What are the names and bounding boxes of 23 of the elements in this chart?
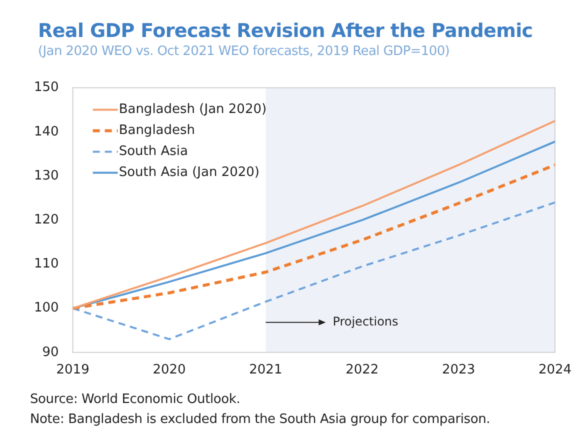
- x-tick-label: 2022: [346, 362, 379, 378]
- x-tick-label: 2021: [249, 362, 282, 378]
- x-tick-label: 2020: [152, 362, 186, 378]
- x-tick-label: 2024: [538, 362, 572, 378]
- y-tick-label: 100: [34, 300, 59, 316]
- x-tick-label: 2023: [442, 362, 476, 378]
- y-tick-label: 150: [34, 80, 59, 96]
- source-note: Source: World Economic Outlook.: [30, 391, 242, 409]
- x-tick-label: 2019: [56, 362, 90, 378]
- y-tick-label: 110: [34, 256, 59, 272]
- text: Note: Bangladesh is excluded from the South Asia group for comparison.: [30, 411, 490, 429]
- legend-label: Bangladesh: [118, 123, 196, 138]
- band-label: Projections: [332, 314, 398, 329]
- y-tick-label: 130: [34, 168, 59, 184]
- y-tick-label: 90: [42, 344, 59, 360]
- legend-label: South Asia (Jan 2020): [118, 165, 260, 180]
- line-series: [72, 201, 555, 340]
- y-tick-label: 120: [34, 212, 59, 228]
- chart-title: Real GDP Forecast Revision After the Pandemic: [38, 20, 533, 42]
- y-tick-label: 140: [34, 124, 59, 140]
- chart-subtitle: (Jan 2020 WEO vs. Oct 2021 WEO forecasts, 2019 Real GDP=100): [38, 44, 450, 59]
- legend-label: Bangladesh (Jan 2020): [118, 102, 267, 118]
- legend-label: South Asia: [118, 144, 188, 160]
